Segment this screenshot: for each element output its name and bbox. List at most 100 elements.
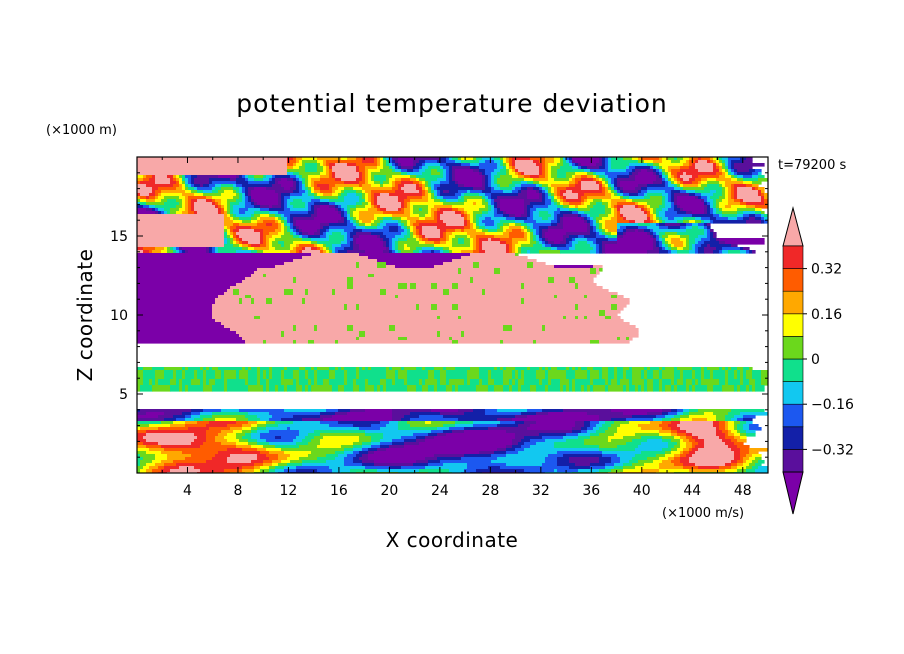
field-cell <box>536 340 591 344</box>
field-cell <box>353 457 360 461</box>
field-cell <box>521 283 525 287</box>
field-cell <box>452 232 468 236</box>
field-cell <box>698 247 705 251</box>
field-cell <box>602 376 609 380</box>
y-axis-label: Z coordinate <box>73 249 97 382</box>
field-cell <box>305 178 309 182</box>
field-cell <box>581 178 594 182</box>
field-cell <box>443 424 456 428</box>
field-cell <box>413 181 420 185</box>
field-cell <box>725 442 735 446</box>
field-cell <box>479 370 489 374</box>
field-cell <box>329 424 354 428</box>
field-cell <box>233 292 240 296</box>
field-cell <box>419 379 423 383</box>
field-cell <box>749 385 753 389</box>
field-cell <box>644 376 648 380</box>
field-cell <box>707 388 714 392</box>
field-cell <box>467 223 471 227</box>
field-cell <box>737 217 744 221</box>
field-cell <box>680 187 684 191</box>
field-cell <box>713 373 726 377</box>
field-cell <box>314 193 318 197</box>
field-cell <box>383 232 402 236</box>
field-cell <box>671 178 675 182</box>
field-cell <box>137 223 225 227</box>
field-cell <box>707 202 711 206</box>
field-cell <box>236 376 240 380</box>
field-cell <box>179 388 183 392</box>
field-cell <box>263 373 267 377</box>
field-cell <box>308 205 312 209</box>
field-cell <box>263 274 267 278</box>
field-cell <box>137 190 153 194</box>
field-cell <box>374 193 381 197</box>
field-cell <box>443 169 447 173</box>
field-cell <box>437 160 447 164</box>
field-cell <box>548 187 552 191</box>
field-cell <box>707 199 714 203</box>
field-cell <box>143 379 150 383</box>
field-cell <box>164 376 174 380</box>
field-cell <box>530 241 537 245</box>
field-cell <box>377 469 420 473</box>
field-cell <box>599 220 606 224</box>
field-cell <box>530 226 534 230</box>
field-cell <box>437 334 441 338</box>
field-cell <box>734 163 765 167</box>
field-cell <box>326 235 330 239</box>
field-cell <box>491 193 519 197</box>
field-cell <box>509 385 513 389</box>
field-cell <box>269 469 276 473</box>
field-cell <box>722 247 741 251</box>
field-cell <box>386 379 393 383</box>
field-cell <box>416 184 420 188</box>
field-cell <box>335 202 357 206</box>
field-cell <box>590 466 606 470</box>
field-cell <box>482 172 486 176</box>
field-cell <box>314 370 318 374</box>
field-cell <box>737 445 750 449</box>
field-cell <box>674 205 678 209</box>
field-cell <box>152 385 171 389</box>
field-cell <box>560 382 570 386</box>
field-cell <box>341 157 348 161</box>
field-cell <box>248 175 255 179</box>
field-cell <box>737 370 741 374</box>
field-cell <box>572 244 576 248</box>
field-cell <box>590 268 597 272</box>
field-cell <box>497 448 507 452</box>
field-cell <box>701 184 708 188</box>
field-cell <box>704 367 708 371</box>
field-cell <box>662 373 675 377</box>
field-cell <box>416 238 420 242</box>
field-cell <box>227 433 237 437</box>
field-cell <box>191 202 195 206</box>
field-cell <box>137 199 141 203</box>
field-cell <box>611 460 621 464</box>
field-cell <box>380 289 387 293</box>
field-cell <box>728 202 741 206</box>
field-cell <box>515 220 525 224</box>
field-cell <box>503 223 510 227</box>
field-cell <box>185 196 189 200</box>
field-cell <box>683 178 690 182</box>
field-cell <box>428 373 435 377</box>
field-cell <box>659 457 669 461</box>
field-cell <box>308 190 312 194</box>
field-cell <box>443 430 453 434</box>
field-cell <box>500 271 591 275</box>
field-cell <box>158 208 165 212</box>
field-cell <box>446 367 456 371</box>
field-cell <box>626 169 633 173</box>
field-cell <box>182 379 192 383</box>
field-cell <box>380 223 387 227</box>
field-cell <box>503 166 507 170</box>
field-cell <box>548 241 555 245</box>
field-cell <box>653 181 663 185</box>
field-cell <box>200 445 237 449</box>
field-cell <box>419 190 423 194</box>
field-cell <box>206 250 210 254</box>
field-cell <box>581 175 588 179</box>
field-cell <box>749 427 762 431</box>
